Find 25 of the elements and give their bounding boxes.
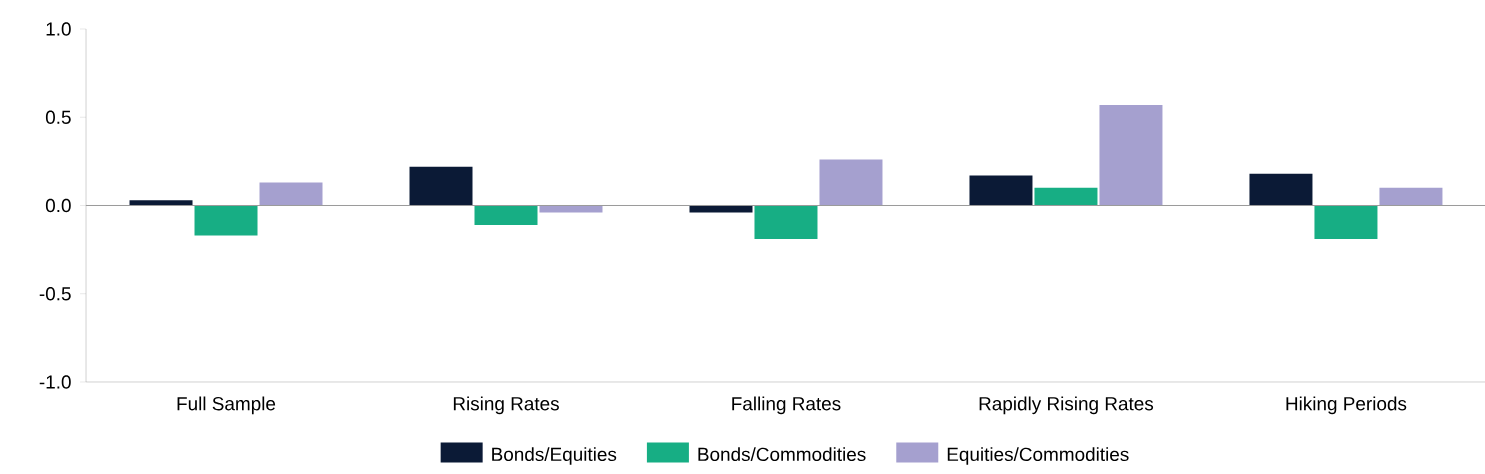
x-tick-label: Rising Rates [453, 396, 559, 415]
bar [1314, 205, 1378, 240]
y-tick-label: 0.5 [45, 110, 71, 124]
bar [1034, 187, 1098, 206]
legend-label: Bonds/Commodities [698, 447, 866, 462]
x-tick-label: Full Sample [177, 396, 276, 415]
bar [1099, 104, 1163, 206]
y-tick-label: -0.5 [39, 287, 71, 301]
bar [194, 205, 258, 236]
bar [1379, 187, 1443, 206]
bar [819, 159, 883, 206]
legend-label: Bonds/Equities [492, 447, 617, 465]
bar [409, 166, 473, 206]
x-tick-label: Hiking Periods [1286, 396, 1407, 415]
legend-label: Equities/Commodities [947, 447, 1129, 465]
bar [754, 205, 818, 240]
bar [1249, 173, 1313, 206]
y-tick-label: 0.0 [45, 198, 71, 213]
x-tick-label: Rapidly Rising Rates [979, 396, 1154, 415]
y-tick-label: -1.0 [39, 375, 71, 389]
bar [259, 182, 323, 206]
bar [474, 205, 538, 225]
x-tick-label: Falling Rates [732, 396, 841, 415]
y-tick-label: 1.0 [46, 22, 71, 36]
bar [969, 175, 1033, 206]
